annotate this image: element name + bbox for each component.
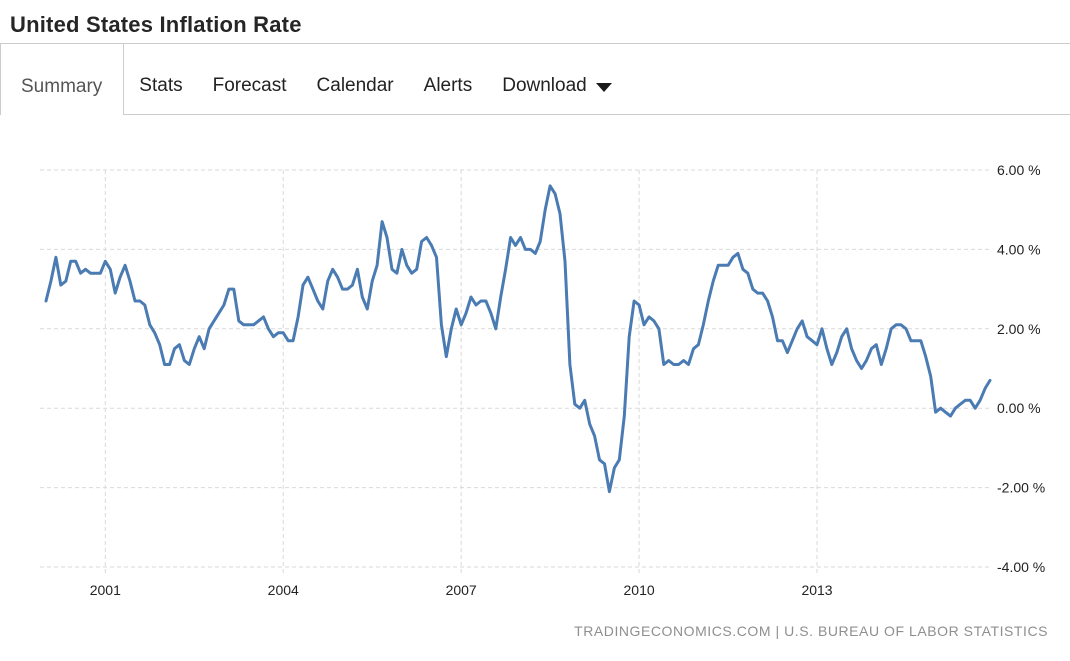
page-title: United States Inflation Rate (10, 12, 302, 37)
x-axis-label: 2001 (90, 582, 121, 598)
tab-summary[interactable]: Summary (0, 44, 125, 115)
tab-alerts-label: Alerts (423, 75, 473, 96)
chevron-down-icon (595, 83, 612, 92)
x-axis-label: 2010 (624, 582, 655, 598)
tab-bar-rest: Stats Forecast Calendar Alerts Download (124, 44, 1070, 115)
inflation-line-series (44, 184, 992, 494)
x-axis-label: 2004 (268, 582, 299, 598)
x-axis-label: 2007 (446, 582, 477, 598)
tab-stats[interactable]: Stats (124, 44, 197, 114)
tab-forecast[interactable]: Forecast (198, 44, 302, 114)
tab-alerts[interactable]: Alerts (409, 44, 488, 114)
source-attribution: TRADINGECONOMICS.COM | U.S. BUREAU OF LA… (574, 623, 1048, 639)
y-axis-label: 6.00 % (997, 162, 1041, 178)
tab-forecast-label: Forecast (212, 75, 287, 96)
tab-calendar-label: Calendar (316, 75, 394, 96)
chart-canvas[interactable]: 6.00 % 4.00 % 2.00 % 0.00 % -2.00 % -4.00 % 20… (0, 130, 1070, 610)
tab-download[interactable]: Download (487, 44, 627, 114)
inflation-rate-chart[interactable]: 6.00 % 4.00 % 2.00 % 0.00 % -2.00 % -4.00 % 20… (0, 130, 1070, 610)
tab-stats-label: Stats (139, 75, 183, 96)
x-axis-label: 2013 (801, 582, 832, 598)
tab-download-label: Download (502, 75, 587, 96)
tab-bar: Summary Stats Forecast Calendar Alerts D… (0, 43, 1070, 115)
tab-calendar[interactable]: Calendar (302, 44, 409, 114)
y-axis-label: -4.00 % (997, 559, 1045, 575)
y-axis-label: 2.00 % (997, 321, 1041, 337)
y-axis-label: -2.00 % (997, 480, 1045, 496)
y-axis-label: 0.00 % (997, 400, 1041, 416)
tab-summary-label: Summary (21, 75, 103, 97)
y-axis-label: 4.00 % (997, 241, 1041, 257)
